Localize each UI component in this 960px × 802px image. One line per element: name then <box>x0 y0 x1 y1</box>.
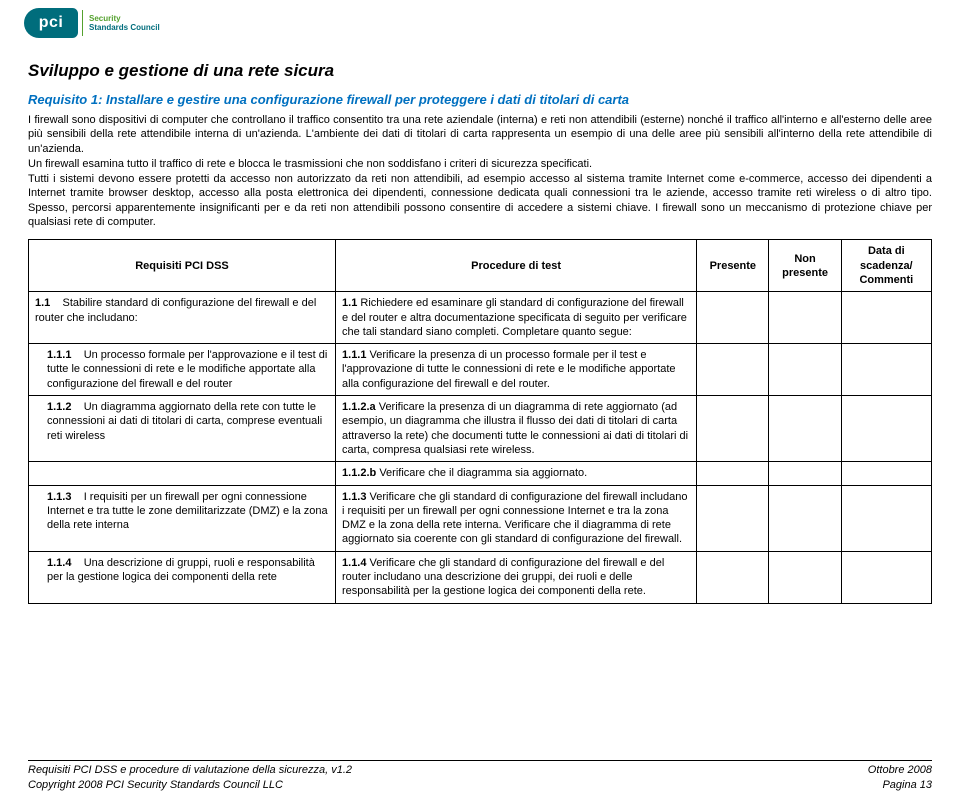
proc-cell: 1.1.1 Verificare la presenza di un proce… <box>336 344 697 396</box>
intro-paragraph-1: I firewall sono dispositivi di computer … <box>28 113 932 156</box>
requirement-heading: Requisito 1: Installare e gestire una co… <box>28 92 932 109</box>
table-row: 1.1.3 I requisiti per un firewall per og… <box>29 485 932 551</box>
req-cell: 1.1.2 Un diagramma aggiornato della rete… <box>29 396 336 462</box>
table-row: 1.1.2 Un diagramma aggiornato della rete… <box>29 396 932 462</box>
req-cell: 1.1.4 Una descrizione di gruppi, ruoli e… <box>29 551 336 603</box>
intro-paragraph-2: Un firewall esamina tutto il traffico di… <box>28 157 932 171</box>
empty-cell <box>841 462 931 485</box>
requirements-table-wrap: Requisiti PCI DSS Procedure di test Pres… <box>28 239 932 603</box>
empty-cell <box>841 292 931 344</box>
intro-paragraph-3: Tutti i sistemi devono essere protetti d… <box>28 172 932 229</box>
empty-cell <box>697 344 769 396</box>
empty-cell <box>769 462 841 485</box>
pci-logo-mark: pci <box>24 8 78 38</box>
empty-cell <box>697 551 769 603</box>
empty-cell <box>841 551 931 603</box>
page-footer: Requisiti PCI DSS e procedure di valutaz… <box>28 760 932 792</box>
empty-cell <box>769 551 841 603</box>
proc-cell: 1.1.4 Verificare che gli standard di con… <box>336 551 697 603</box>
empty-cell <box>769 485 841 551</box>
req-cell: 1.1.3 I requisiti per un firewall per og… <box>29 485 336 551</box>
proc-cell: 1.1.3 Verificare che gli standard di con… <box>336 485 697 551</box>
empty-cell <box>841 344 931 396</box>
table-row: 1.1 Stabilire standard di configurazione… <box>29 292 932 344</box>
table-row: 1.1.4 Una descrizione di gruppi, ruoli e… <box>29 551 932 603</box>
pci-logo-text: Security Standards Council <box>82 10 160 36</box>
proc-cell: 1.1.2.b Verificare che il diagramma sia … <box>336 462 697 485</box>
col-header-non-presente: Non presente <box>769 240 841 292</box>
empty-cell <box>697 396 769 462</box>
empty-cell <box>697 292 769 344</box>
logo-header: pci Security Standards Council <box>0 0 960 42</box>
req-cell: 1.1 Stabilire standard di configurazione… <box>29 292 336 344</box>
proc-cell: 1.1 Richiedere ed esaminare gli standard… <box>336 292 697 344</box>
table-header-row: Requisiti PCI DSS Procedure di test Pres… <box>29 240 932 292</box>
req-cell: 1.1.1 Un processo formale per l'approvaz… <box>29 344 336 396</box>
col-header-procedure: Procedure di test <box>336 240 697 292</box>
logo-subtext-2: Standards Council <box>89 24 160 32</box>
footer-left: Requisiti PCI DSS e procedure di valutaz… <box>28 763 352 792</box>
empty-cell <box>841 485 931 551</box>
table-row: 1.1.1 Un processo formale per l'approvaz… <box>29 344 932 396</box>
empty-cell <box>841 396 931 462</box>
requirements-table: Requisiti PCI DSS Procedure di test Pres… <box>28 239 932 603</box>
empty-cell <box>769 344 841 396</box>
empty-cell <box>697 462 769 485</box>
col-header-presente: Presente <box>697 240 769 292</box>
page-title: Sviluppo e gestione di una rete sicura <box>28 60 932 82</box>
footer-date: Ottobre 2008 <box>868 763 932 777</box>
empty-cell <box>697 485 769 551</box>
req-cell <box>29 462 336 485</box>
page-content: Sviluppo e gestione di una rete sicura R… <box>0 42 960 604</box>
logo-subtext-1: Security <box>89 15 160 23</box>
footer-page-number: Pagina 13 <box>868 778 932 792</box>
footer-copyright: Copyright 2008 PCI Security Standards Co… <box>28 778 352 792</box>
footer-right: Ottobre 2008 Pagina 13 <box>868 763 932 792</box>
col-header-requisiti: Requisiti PCI DSS <box>29 240 336 292</box>
table-row: 1.1.2.b Verificare che il diagramma sia … <box>29 462 932 485</box>
col-header-data: Data di scadenza/ Commenti <box>841 240 931 292</box>
footer-doc-title: Requisiti PCI DSS e procedure di valutaz… <box>28 763 352 777</box>
empty-cell <box>769 292 841 344</box>
empty-cell <box>769 396 841 462</box>
proc-cell: 1.1.2.a Verificare la presenza di un dia… <box>336 396 697 462</box>
